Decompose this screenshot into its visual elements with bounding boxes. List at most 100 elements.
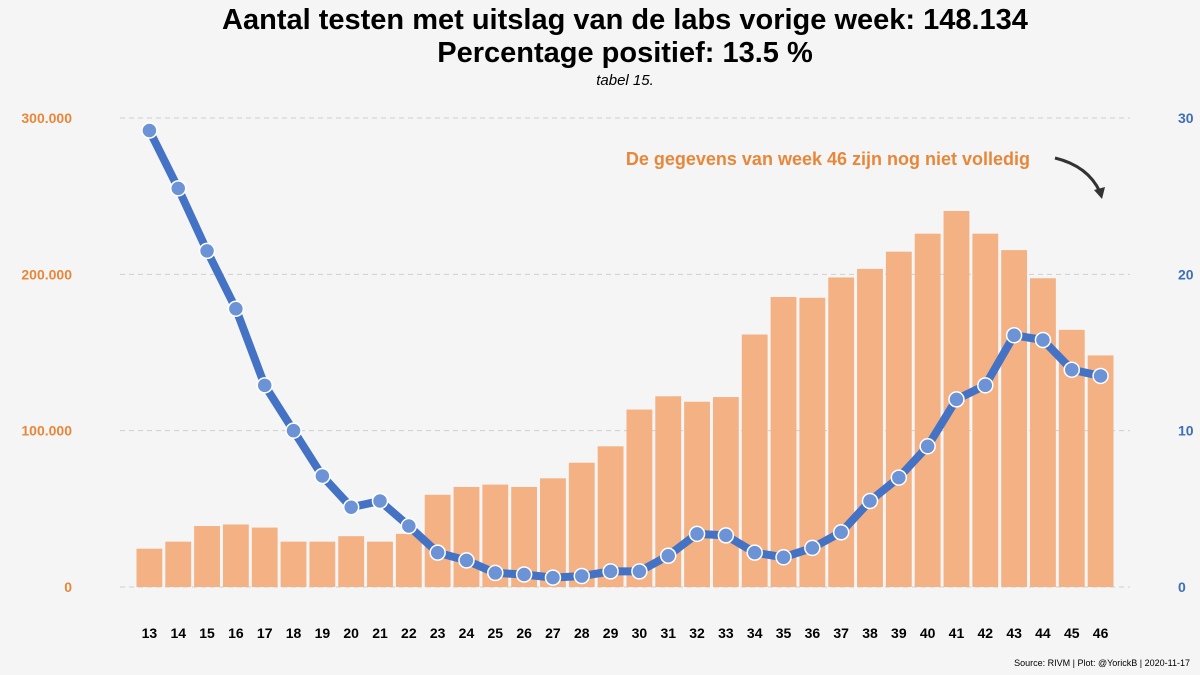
- right-tick-label-2: 20: [1178, 266, 1194, 282]
- x-tick-label-34: 34: [747, 625, 763, 641]
- x-tick-label-29: 29: [603, 625, 619, 641]
- point-week-42: [977, 377, 994, 394]
- point-week-24: [458, 552, 475, 569]
- left-tick-label-3: 300.000: [21, 110, 72, 126]
- point-week-27: [544, 569, 562, 586]
- x-tick-label-42: 42: [978, 625, 994, 641]
- point-week-25: [487, 564, 504, 582]
- bar-week-18: [280, 541, 307, 587]
- point-week-43: [1005, 327, 1023, 344]
- x-tick-label-31: 31: [660, 625, 676, 641]
- point-week-28: [573, 567, 591, 585]
- x-tick-label-35: 35: [776, 625, 792, 641]
- point-week-39: [890, 469, 908, 486]
- x-tick-label-39: 39: [891, 625, 907, 641]
- point-week-31: [659, 547, 677, 564]
- x-tick-label-44: 44: [1035, 625, 1051, 641]
- point-week-29: [602, 563, 619, 580]
- point-week-13: [141, 122, 158, 139]
- bar-week-40: [914, 233, 941, 588]
- point-week-46: [1092, 367, 1109, 385]
- left-tick-label-0: 0: [64, 579, 72, 595]
- point-week-40: [919, 438, 936, 455]
- bar-week-22: [395, 533, 422, 587]
- point-week-36: [804, 539, 821, 557]
- bar-week-19: [309, 541, 336, 587]
- bar-week-44: [1030, 278, 1056, 587]
- x-tick-label-19: 19: [315, 625, 331, 641]
- bar-week-21: [367, 541, 393, 587]
- x-tick-label-22: 22: [401, 625, 417, 641]
- point-week-32: [688, 525, 706, 543]
- x-tick-label-28: 28: [574, 625, 590, 641]
- x-tick-label-32: 32: [689, 625, 705, 641]
- x-tick-label-18: 18: [286, 625, 302, 641]
- x-tick-label-24: 24: [459, 625, 475, 641]
- bar-week-24: [453, 486, 480, 587]
- point-week-33: [717, 527, 735, 544]
- point-week-21: [371, 492, 389, 510]
- x-tick-label-30: 30: [632, 625, 648, 641]
- x-tick-label-13: 13: [142, 625, 158, 641]
- point-week-38: [861, 492, 879, 510]
- x-tick-label-45: 45: [1064, 625, 1080, 641]
- point-week-34: [746, 544, 763, 561]
- bar-week-32: [684, 401, 710, 587]
- chart-subtitle: tabel 15.: [596, 72, 654, 89]
- bar-week-27: [540, 478, 566, 587]
- chart-title-line1: Aantal testen met uitslag van de labs vo…: [222, 4, 1028, 36]
- bar-week-28: [568, 462, 595, 587]
- x-tick-label-25: 25: [488, 625, 504, 641]
- bar-week-20: [338, 536, 365, 587]
- annotation-arrow: [1054, 156, 1102, 193]
- x-tick-label-14: 14: [170, 625, 186, 641]
- x-tick-label-17: 17: [257, 625, 273, 641]
- point-week-19: [314, 467, 331, 485]
- x-tick-label-16: 16: [228, 625, 244, 641]
- line-series: [141, 122, 1109, 586]
- point-week-18: [285, 422, 302, 439]
- point-week-17: [256, 377, 273, 394]
- bar-week-14: [165, 541, 192, 587]
- x-tick-label-41: 41: [949, 625, 965, 641]
- bar-week-46: [1087, 355, 1114, 587]
- bar-week-39: [885, 251, 912, 588]
- right-tick-label-1: 10: [1178, 423, 1194, 439]
- axes: 0 100.000 200.000 300.000 0 10 20 30 13 14 15 16 17 1…: [21, 110, 1193, 641]
- bar-week-13: [136, 548, 163, 587]
- x-tick-label-43: 43: [1006, 625, 1022, 641]
- source-text: Source: RIVM | Plot: @YorickB | 2020-11-…: [1014, 658, 1190, 668]
- point-week-23: [429, 544, 446, 561]
- bar-week-15: [194, 526, 220, 587]
- x-tick-label-20: 20: [343, 625, 359, 641]
- annotation-arrowhead-icon: [1094, 187, 1105, 199]
- line-percentage-positief: [145, 126, 1105, 582]
- point-week-45: [1063, 361, 1081, 378]
- point-week-30: [631, 563, 648, 580]
- point-week-20: [342, 499, 360, 516]
- x-tick-label-46: 46: [1093, 625, 1109, 641]
- right-tick-label-0: 0: [1178, 579, 1186, 595]
- point-week-14: [169, 180, 187, 197]
- point-week-37: [832, 524, 850, 541]
- x-tick-label-26: 26: [516, 625, 532, 641]
- annotation-text: De gegevens van week 46 zijn nog niet vo…: [626, 149, 1030, 169]
- x-tick-label-36: 36: [805, 625, 821, 641]
- left-tick-label-1: 100.000: [21, 423, 72, 439]
- x-tick-label-33: 33: [718, 625, 734, 641]
- left-tick-label-2: 200.000: [21, 266, 72, 282]
- point-week-35: [775, 549, 792, 566]
- x-tick-label-40: 40: [920, 625, 936, 641]
- x-tick-label-23: 23: [430, 625, 446, 641]
- x-tick-label-15: 15: [199, 625, 215, 641]
- bar-week-33: [712, 397, 739, 587]
- bar-week-17: [251, 527, 278, 587]
- point-week-22: [400, 517, 418, 535]
- point-week-26: [515, 566, 533, 583]
- point-week-44: [1034, 331, 1052, 349]
- bar-week-16: [222, 524, 249, 587]
- right-tick-label-3: 30: [1178, 110, 1194, 126]
- bar-week-43: [1001, 250, 1028, 587]
- x-tick-label-38: 38: [862, 625, 878, 641]
